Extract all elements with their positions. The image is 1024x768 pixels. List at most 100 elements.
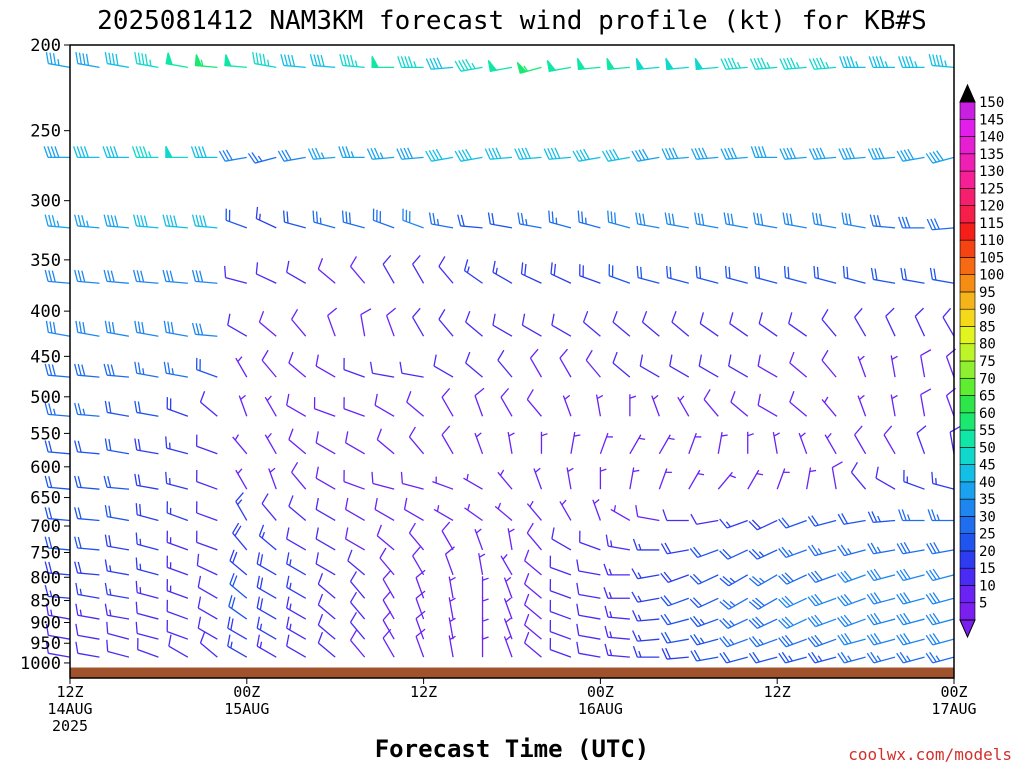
wind-barb: [669, 354, 690, 378]
wind-barb: [132, 269, 159, 284]
barb-staff: [166, 331, 188, 337]
wind-barb: [45, 603, 71, 620]
barb-half-line: [466, 266, 470, 273]
wind-barb: [890, 394, 898, 417]
barb-line: [291, 54, 296, 67]
wind-barb: [44, 475, 71, 490]
barb-line: [816, 57, 822, 69]
barb-line: [660, 596, 669, 607]
barb-staff: [431, 156, 454, 162]
barb-staff: [415, 636, 425, 658]
wind-barb: [433, 354, 454, 378]
wind-barb: [75, 641, 100, 658]
wind-barb: [44, 363, 71, 378]
barb-line: [454, 150, 462, 162]
barb-staff: [703, 399, 719, 417]
y-tick-label: 350: [30, 251, 61, 271]
wind-barb: [464, 503, 483, 522]
barb-staff: [494, 505, 513, 521]
wind-barb: [44, 402, 71, 417]
barb-staff: [637, 638, 660, 642]
barb-staff: [288, 439, 307, 455]
barb-staff: [136, 280, 159, 284]
barb-staff: [77, 634, 100, 640]
wind-barb: [866, 612, 896, 626]
wind-barb: [349, 571, 366, 599]
wind-barb: [694, 57, 719, 70]
wind-barb: [807, 593, 837, 607]
barb-staff: [106, 225, 129, 229]
wind-barb: [748, 519, 778, 531]
colorbar-swatch: [959, 585, 976, 604]
barb-line: [664, 631, 672, 643]
barb-line: [814, 570, 823, 581]
barb-line: [286, 575, 290, 588]
barb-line: [932, 633, 941, 644]
wind-barb: [632, 538, 660, 551]
barb-line: [837, 572, 846, 583]
wind-barb: [778, 517, 807, 529]
barb-line: [400, 471, 403, 484]
barb-staff: [137, 649, 159, 658]
barb-line: [753, 58, 760, 70]
barb-line: [374, 147, 380, 159]
barb-line: [286, 596, 290, 609]
colorbar-label: 90: [979, 302, 996, 318]
wind-barb: [660, 613, 689, 626]
barb-line: [382, 254, 392, 265]
barb-staff: [315, 563, 336, 576]
barb-line: [224, 265, 227, 278]
barb-line: [612, 148, 620, 160]
wind-barb: [194, 54, 218, 69]
barb-line: [327, 307, 338, 317]
wind-barb: [612, 351, 631, 378]
wind-barb: [720, 147, 748, 160]
credit-text: coolwx.com/models: [848, 745, 1012, 764]
barb-line: [898, 509, 904, 521]
barb-half-line: [259, 641, 263, 649]
barb-staff: [551, 324, 572, 337]
x-tick-label: 00Z: [233, 683, 260, 701]
wind-barb: [629, 467, 640, 490]
barb-half-line: [508, 432, 515, 437]
barb-line: [412, 254, 421, 265]
wind-barb: [349, 629, 366, 658]
barb-line: [529, 348, 539, 359]
wind-barb: [235, 356, 248, 378]
barb-line: [720, 148, 727, 160]
wind-barb: [162, 214, 188, 229]
barb-line: [78, 321, 82, 334]
barb-half-line: [817, 548, 823, 555]
wind-barb: [806, 467, 817, 490]
barb-staff: [697, 549, 719, 559]
barb-staff: [551, 538, 572, 551]
barb-line: [837, 596, 846, 607]
wind-barb: [135, 532, 159, 551]
barb-half-line: [350, 151, 355, 158]
wind-barb: [166, 501, 189, 522]
barb-line: [382, 610, 392, 621]
wind-barb: [699, 312, 719, 337]
barb-line: [199, 390, 206, 403]
barb-line: [492, 313, 496, 326]
wind-barb: [74, 536, 100, 551]
wind-barb: [603, 587, 630, 599]
barb-line: [429, 58, 436, 70]
wind-barb: [559, 499, 572, 521]
barb-half-line: [699, 618, 705, 625]
barb-staff: [637, 276, 660, 284]
wind-barb: [224, 54, 247, 69]
barb-line: [572, 150, 580, 162]
barb-half-line: [668, 437, 675, 441]
barb-line: [286, 393, 290, 406]
wind-barb: [448, 635, 456, 658]
barb-staff: [286, 563, 307, 576]
barb-half-line: [756, 472, 764, 476]
barb-staff: [168, 645, 189, 658]
wind-barb: [807, 515, 837, 527]
wind-barb: [343, 357, 365, 378]
barb-staff: [844, 574, 866, 583]
wind-barb: [579, 530, 601, 551]
barb-staff: [77, 225, 100, 229]
wind-barb: [261, 349, 277, 378]
